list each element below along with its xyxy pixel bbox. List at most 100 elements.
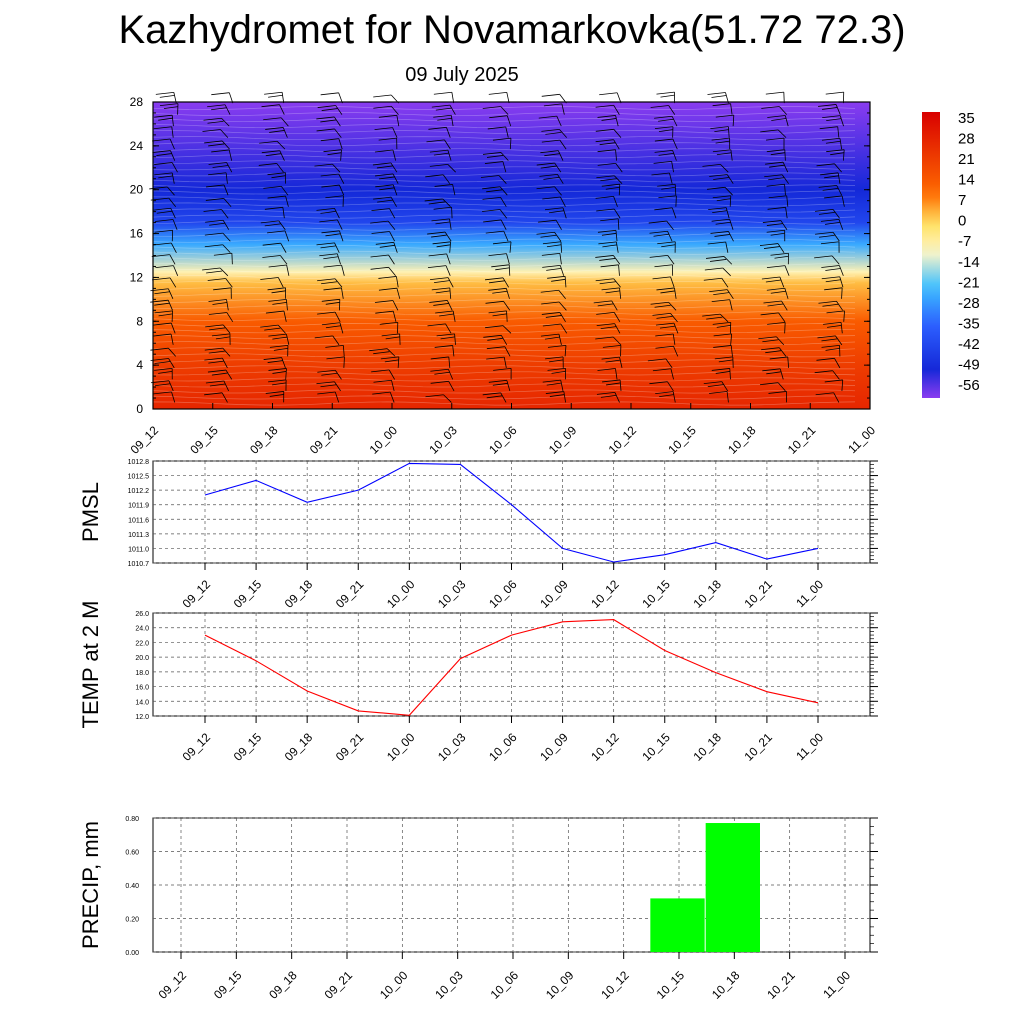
wind-barb-staff — [726, 391, 729, 403]
wind-barb-staff — [388, 267, 396, 277]
wind-barb-flag — [654, 304, 671, 308]
wind-barb-staff — [171, 162, 178, 173]
wind-barb-flag — [320, 384, 337, 388]
wind-barb-staff — [225, 172, 228, 184]
wind-barb-flag — [207, 120, 224, 124]
wind-barb-flag — [658, 152, 674, 156]
wind-barb-flag — [321, 184, 340, 188]
wind-barb-flag — [156, 210, 173, 214]
wind-barb-flag — [540, 150, 559, 154]
wind-barb-flag — [597, 162, 616, 166]
wind-barb-flag — [542, 241, 561, 245]
wind-barb-flag — [374, 300, 393, 303]
wind-barb-flag — [759, 243, 779, 246]
wind-barb-flag — [155, 91, 174, 95]
wind-barb-flag — [658, 129, 673, 133]
wind-barb-staff — [222, 324, 231, 334]
wind-barb-flag — [596, 208, 615, 212]
wind-barb-flag — [703, 277, 722, 281]
y-tick-label: 16 — [130, 227, 144, 241]
wind-barb-staff — [781, 300, 788, 311]
wind-barb-staff — [506, 380, 511, 392]
wind-barb-staff — [219, 267, 229, 277]
wind-barb-staff — [780, 220, 788, 230]
wind-barb-staff — [445, 323, 452, 334]
wind-barb-staff — [276, 163, 284, 173]
wind-barb-staff — [725, 207, 730, 219]
wind-barb-staff — [559, 139, 567, 150]
x-tick-label: 10_15 — [665, 423, 699, 457]
wind-barb-staff — [389, 391, 395, 403]
wind-barb-staff — [726, 174, 734, 184]
wind-barb-flag — [602, 379, 621, 383]
wind-barb-flag — [536, 162, 555, 166]
wind-barb-flag — [542, 196, 561, 200]
wind-barb-staff — [500, 106, 509, 115]
wind-barb-staff — [500, 152, 509, 161]
plot-frame — [152, 612, 871, 717]
wind-barb-staff — [729, 299, 733, 311]
wind-barb-flag — [260, 277, 279, 280]
wind-barb-flag — [381, 333, 400, 337]
wind-barb-staff — [555, 219, 562, 230]
wind-barb-flag — [378, 137, 397, 141]
wind-barb-flag — [547, 345, 567, 348]
x-tick-label: 10_21 — [785, 423, 819, 457]
wind-barb-flag — [826, 118, 842, 122]
x-tick-label: 09_12 — [128, 423, 162, 457]
wind-barb-flag — [822, 187, 839, 191]
wind-barb-flag — [824, 287, 843, 291]
wind-barb-staff — [672, 138, 678, 150]
wind-barb-flag — [320, 119, 337, 123]
x-tick-label: 11_00 — [845, 423, 878, 456]
wind-barb-staff — [561, 103, 565, 115]
wind-barb-flag — [763, 300, 782, 304]
wind-barb-staff — [671, 207, 677, 219]
contour-line — [152, 371, 856, 376]
wind-barb-flag — [549, 394, 565, 397]
x-tick-label: 10_03 — [432, 968, 466, 1002]
wind-barb-flag — [538, 219, 557, 223]
x-tick-label: 09_21 — [333, 577, 367, 611]
wind-barb-staff — [389, 231, 396, 242]
wind-barb-flag — [267, 287, 286, 291]
colorbar-label: -21 — [958, 274, 980, 291]
wind-barb-staff — [615, 163, 623, 173]
wind-barb-flag — [323, 149, 342, 153]
wind-barb-flag — [320, 138, 339, 142]
wind-barb-staff — [285, 195, 289, 207]
wind-barb-flag — [549, 359, 564, 363]
wind-barb-flag — [551, 371, 566, 374]
x-tick-label: 09_21 — [322, 968, 356, 1002]
wind-barb-flag — [826, 149, 845, 153]
wind-barb-staff — [452, 345, 455, 357]
wind-barb-staff — [442, 198, 451, 207]
wind-barb-flag — [707, 92, 726, 95]
wind-barb-staff — [837, 172, 841, 184]
wind-barb-flag — [605, 290, 620, 294]
wind-barb-flag — [767, 303, 784, 307]
wind-barb-flag — [712, 103, 731, 107]
wind-barb-flag — [156, 153, 172, 156]
wind-barb-flag — [482, 196, 501, 200]
wind-barb-flag — [209, 327, 226, 331]
x-tick-label: 10_12 — [606, 423, 640, 457]
wind-barb-staff — [340, 149, 342, 161]
wind-barb-flag — [211, 149, 230, 153]
wind-barb-flag — [325, 301, 340, 305]
wind-barb-flag — [491, 264, 510, 268]
y-tick-label: 0.20 — [125, 917, 139, 924]
wind-barb-staff — [171, 126, 174, 138]
wind-barb-flag — [319, 253, 338, 257]
wind-barb-flag — [602, 244, 617, 248]
wind-barb-flag — [317, 278, 336, 282]
wind-barb-flag — [482, 392, 501, 396]
x-tick-label: 10_18 — [690, 577, 724, 611]
wind-barb-staff — [500, 392, 507, 403]
wind-barb-flag — [544, 207, 564, 211]
wind-barb-flag — [595, 255, 614, 258]
y-tick-label: 18.0 — [135, 670, 149, 677]
wind-barb-flag — [600, 326, 617, 330]
colorbar-label: 28 — [958, 131, 975, 148]
